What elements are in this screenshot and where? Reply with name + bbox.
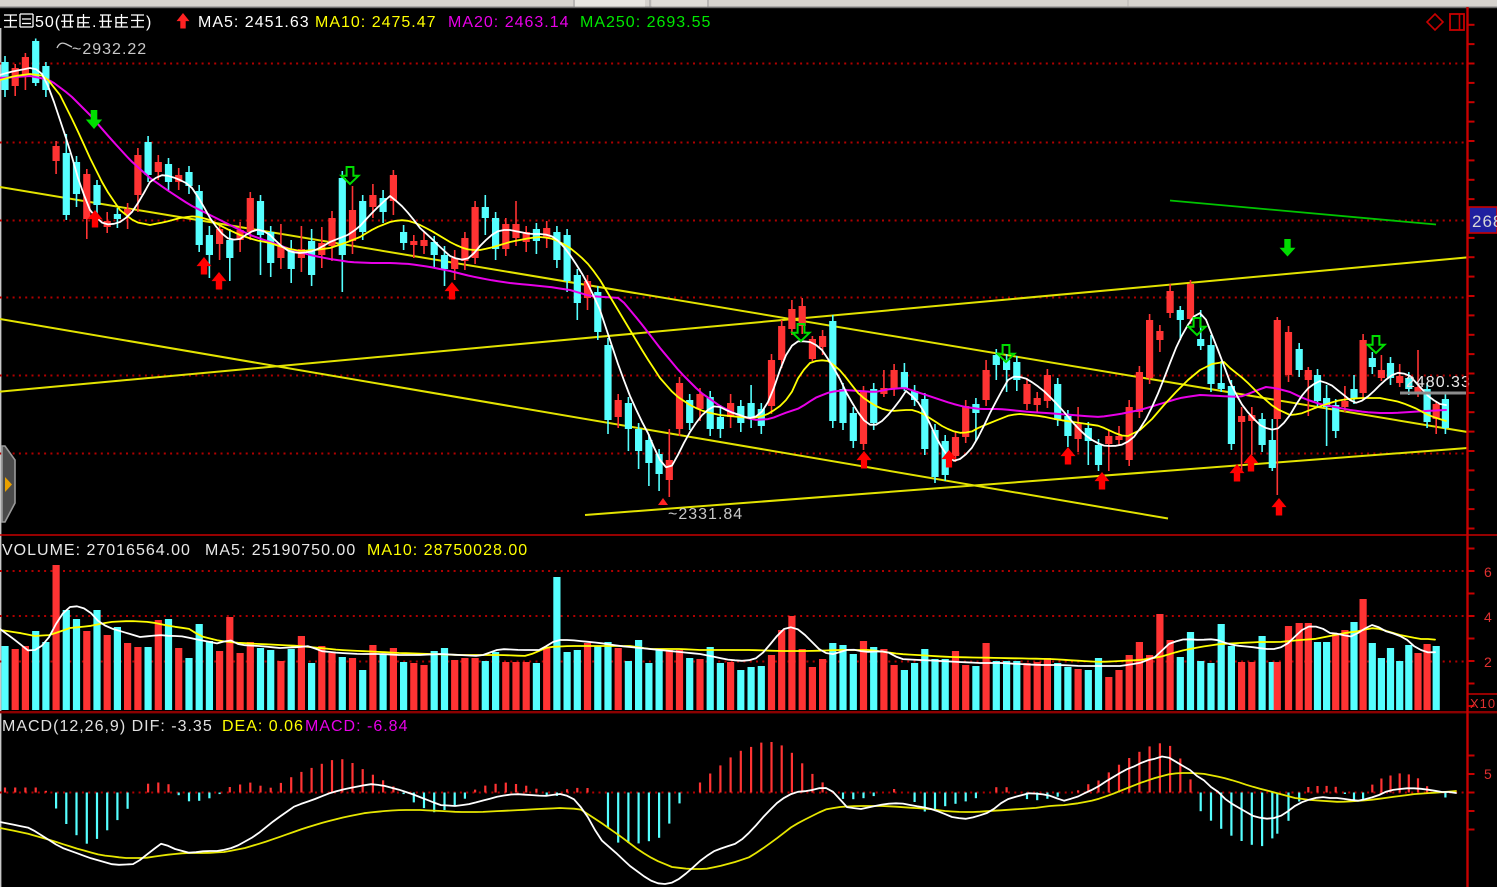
svg-text:268: 268 [1472, 212, 1497, 231]
svg-text:2480.33: 2480.33 [1406, 374, 1471, 391]
svg-text:50(: 50( [35, 14, 61, 31]
svg-text:~2932.22: ~2932.22 [72, 41, 147, 58]
svg-text:MACD: -6.84: MACD: -6.84 [305, 718, 408, 735]
svg-text:MA20: 2463.14: MA20: 2463.14 [448, 14, 570, 31]
svg-text:2: 2 [1484, 654, 1493, 670]
svg-text:MACD(12,26,9) DIF: -3.35: MACD(12,26,9) DIF: -3.35 [2, 718, 213, 735]
svg-text:6: 6 [1484, 564, 1493, 580]
svg-text:MA5: 25190750.00: MA5: 25190750.00 [205, 542, 356, 559]
svg-text:~2331.84: ~2331.84 [668, 506, 743, 523]
svg-text:DEA: 0.06: DEA: 0.06 [222, 718, 304, 735]
svg-text:4: 4 [1484, 609, 1493, 625]
svg-text:MA10: 28750028.00: MA10: 28750028.00 [367, 542, 528, 559]
svg-text:MA250: 2693.55: MA250: 2693.55 [580, 14, 711, 31]
svg-text:X10: X10 [1470, 696, 1496, 711]
svg-text:VOLUME: 27016564.00: VOLUME: 27016564.00 [2, 542, 191, 559]
svg-text:MA5: 2451.63: MA5: 2451.63 [198, 14, 310, 31]
svg-text:MA10: 2475.47: MA10: 2475.47 [315, 14, 437, 31]
svg-text:): ) [146, 14, 152, 31]
svg-text:5: 5 [1484, 766, 1493, 782]
svg-text:.: . [92, 14, 97, 31]
